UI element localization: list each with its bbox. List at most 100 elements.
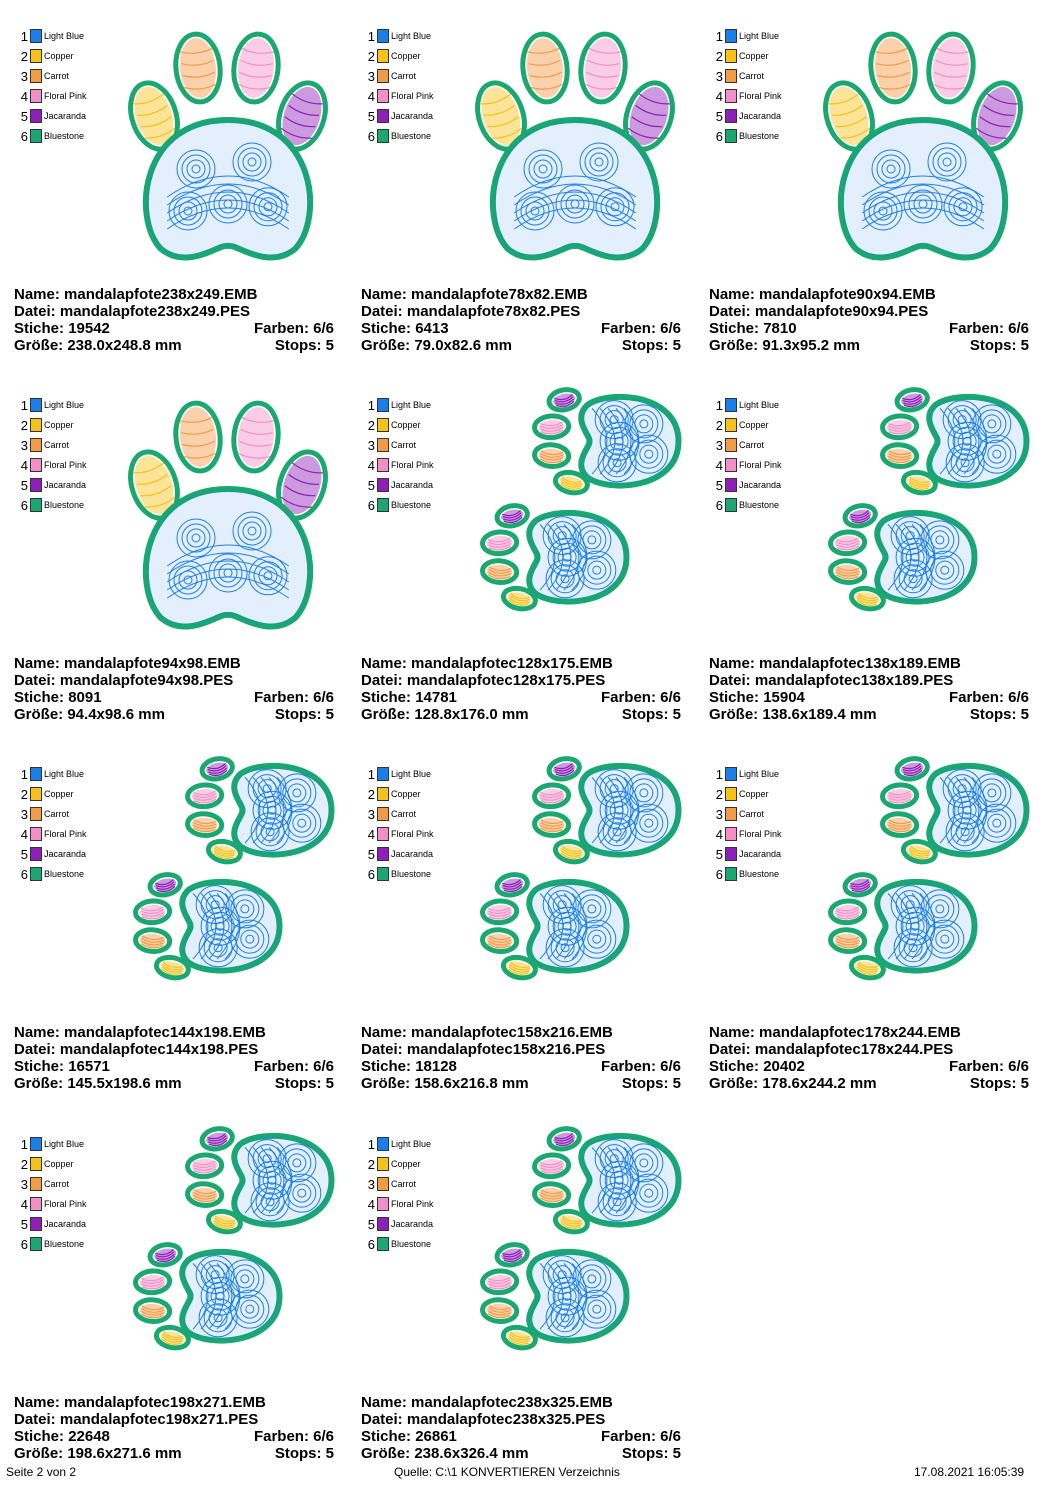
paw-embroidery-preview [480,1126,682,1351]
color-swatch [377,1177,389,1191]
legend-entry: 2 Copper [365,415,475,435]
colors-label: Farben: [253,689,309,706]
color-swatch [377,847,389,861]
toe-pad-1 [475,80,527,152]
design-info: Name: mandalapfotec144x198.EMB Datei: man… [14,1024,334,1092]
legend-number: 2 [20,48,28,64]
stops-label: Stops: [969,706,1017,723]
color-swatch [30,787,42,801]
size-value: 79.0x82.6 mm [414,337,512,354]
legend-entry: 1 Light Blue [713,395,823,415]
design-file: Datei: mandalapfote238x249.PES [14,303,250,320]
design-card: 1 Light Blue 2 Copper 3 Carrot 4 Floral Pink 5 Ja… [361,1126,691,1486]
legend-entry: 5 Jacaranda [365,106,475,126]
legend-color-name: Carrot [391,440,417,450]
paw-top-toe-1 [546,756,582,782]
stops-label: Stops: [969,1075,1017,1092]
name-label: Name: [709,655,755,672]
color-swatch [30,89,42,103]
paw-top-toe-2 [185,782,225,810]
size-value: 94.4x98.6 mm [67,706,165,723]
color-swatch [377,478,389,492]
colors-label: Farben: [600,320,656,337]
legend-color-name: Floral Pink [391,460,434,470]
legend-entry: 1 Light Blue [18,26,128,46]
stops-value: 5 [672,1445,681,1462]
legend-color-name: Jacaranda [739,111,782,121]
colors-value: 6/6 [660,1058,681,1075]
paw-top-toe-1 [199,756,235,782]
legend-number: 3 [715,806,723,822]
color-swatch [30,867,42,881]
color-swatch [30,458,42,472]
legend-entry: 5 Jacaranda [365,844,475,864]
source-path: Quelle: C:\1 KONVERTIEREN Verzeichnis [394,1465,620,1479]
legend-number: 1 [715,397,723,413]
legend-entry: 3 Carrot [365,435,475,455]
paw-top-toe-3 [880,811,920,838]
design-info: Name: mandalapfotec238x325.EMB Datei: man… [361,1394,681,1462]
legend-color-name: Light Blue [739,769,780,779]
legend-color-name: Copper [739,420,769,430]
legend-color-name: Copper [44,420,74,430]
color-swatch [377,827,389,841]
name-label: Name: [14,655,60,672]
legend-number: 4 [715,457,723,473]
color-swatch [725,398,737,412]
legend-color-name: Copper [391,789,421,799]
stops-value: 5 [672,337,681,354]
legend-color-name: Light Blue [739,31,780,41]
legend-color-name: Light Blue [44,769,85,779]
legend-number: 5 [20,108,28,124]
legend-color-name: Light Blue [391,400,432,410]
legend-number: 4 [367,88,375,104]
name-value: mandalapfotec178x244.EMB [759,1024,961,1041]
legend-entry: 5 Jacaranda [18,1214,128,1234]
file-label: Datei: [709,303,751,320]
stitch-count: Stiche: 16571 [14,1058,110,1075]
design-name: Name: mandalapfotec238x325.EMB [361,1394,613,1411]
stitches-value: 22648 [68,1428,110,1445]
stitch-count: Stiche: 8091 [14,689,102,706]
toe-pad-4 [276,449,328,521]
main-pad [837,116,1009,261]
color-swatch [377,49,389,63]
legend-color-name: Jacaranda [391,111,434,121]
stitch-count: Stiche: 14781 [361,689,457,706]
design-size: Größe: 138.6x189.4 mm [709,706,877,723]
paw-top-main-pad [926,393,1030,489]
legend-number: 1 [20,28,28,44]
legend-number: 3 [715,68,723,84]
color-swatch [725,29,737,43]
legend-color-name: Jacaranda [44,1219,87,1229]
legend-number: 2 [715,48,723,64]
paw-bottom-toe-3 [480,927,520,954]
stitches-value: 16571 [68,1058,110,1075]
paw-embroidery-preview [828,756,1030,981]
legend-color-name: Carrot [44,440,70,450]
file-label: Datei: [709,672,751,689]
legend-number: 6 [20,128,28,144]
color-swatch [725,49,737,63]
file-label: Datei: [361,1041,403,1058]
legend-number: 6 [20,866,28,882]
file-value: mandalapfote238x249.PES [59,303,250,320]
legend-entry: 2 Copper [18,784,128,804]
stitches-label: Stiche: [14,1428,65,1445]
legend-color-name: Floral Pink [391,1199,434,1209]
color-swatch [30,129,42,143]
color-legend: 1 Light Blue 2 Copper 3 Carrot 4 Floral Pink 5 Ja… [18,26,128,146]
design-file: Datei: mandalapfote90x94.PES [709,303,928,320]
design-file: Datei: mandalapfotec144x198.PES [14,1041,258,1058]
legend-number: 4 [367,457,375,473]
legend-color-name: Light Blue [44,400,85,410]
design-info: Name: mandalapfotec138x189.EMB Datei: man… [709,655,1029,723]
color-swatch [725,787,737,801]
design-card: 1 Light Blue 2 Copper 3 Carrot 4 Floral Pink 5 Ja… [709,756,1039,1116]
legend-color-name: Copper [391,1159,421,1169]
color-count: Farben: 6/6 [601,1428,681,1445]
paw-top-toe-4 [205,1208,243,1235]
name-value: mandalapfote238x249.EMB [64,286,258,303]
legend-entry: 5 Jacaranda [365,1214,475,1234]
stops-label: Stops: [274,337,322,354]
